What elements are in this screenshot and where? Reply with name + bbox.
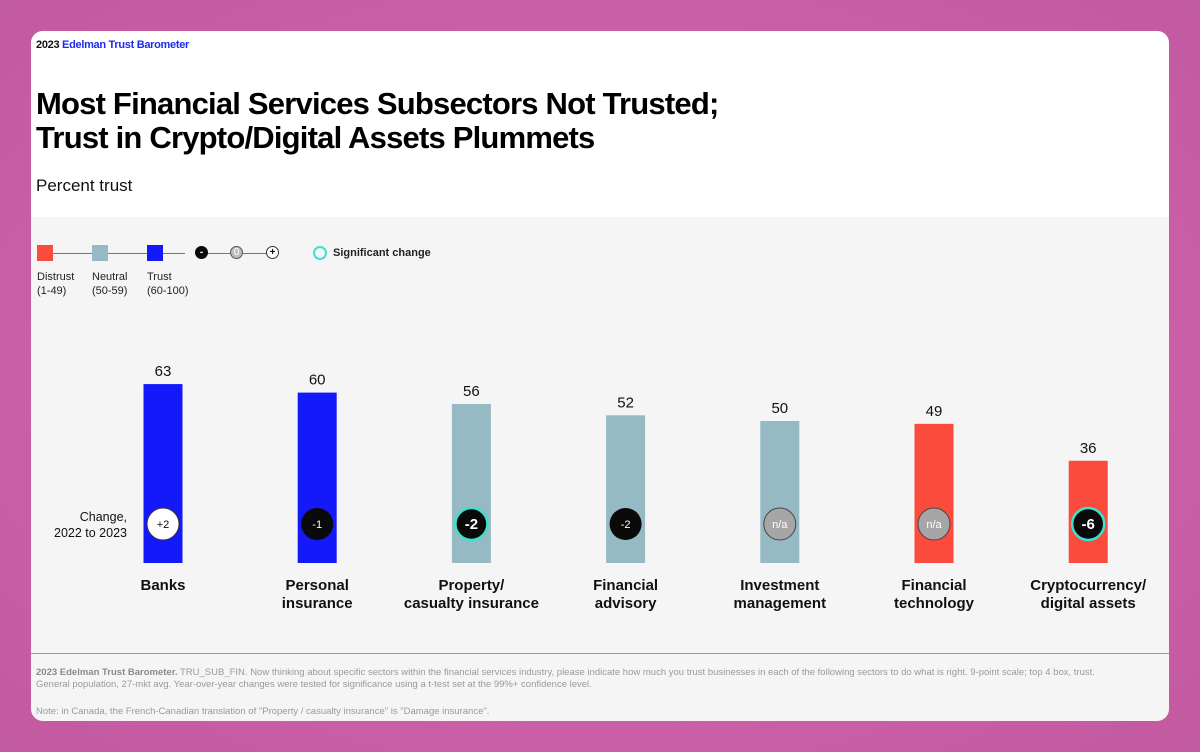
legend-label-distrust: Distrust (1-49): [37, 270, 74, 298]
bar-value-label: 52: [617, 394, 634, 411]
legend-distrust-range: (1-49): [37, 285, 67, 297]
legend-label-neutral: Neutral (50-59): [92, 270, 127, 298]
page-title: Most Financial Services Subsectors Not T…: [36, 87, 719, 155]
legend-swatch-trust: [147, 245, 163, 261]
change-badge: [763, 507, 797, 541]
legend-minus-icon: -: [195, 246, 208, 259]
footer-source-bold: 2023 Edelman Trust Barometer.: [36, 667, 178, 678]
footer-source-text: TRU_SUB_FIN. Now thinking about specific…: [36, 667, 1095, 690]
category-label: insurance: [282, 595, 353, 612]
category-label: Banks: [140, 577, 185, 594]
legend-significant-label: Significant change: [333, 247, 431, 259]
change-badge: [1070, 506, 1106, 542]
bar-value-label: 50: [771, 400, 788, 417]
title-line-2: Trust in Crypto/Digital Assets Plummets: [36, 120, 595, 155]
bar-value-label: 49: [926, 403, 943, 420]
change-value-label: -6: [1082, 516, 1095, 533]
change-badge: [917, 507, 951, 541]
header-panel: [31, 31, 1169, 217]
bar: [914, 423, 954, 563]
legend-neutral-text: Neutral: [92, 271, 128, 283]
category-label: Investment: [740, 577, 819, 594]
change-label-line-1: Change,: [80, 510, 127, 524]
bar: [760, 421, 800, 563]
legend-trust-range: (60-100): [147, 285, 189, 297]
bar-value-label: 60: [309, 372, 326, 389]
change-value-label: -1: [312, 519, 322, 531]
change-value-label: n/a: [926, 519, 942, 531]
change-badge: [301, 508, 334, 540]
category-label: Financial: [901, 577, 966, 594]
legend-zero-icon: 0: [230, 246, 243, 259]
page-subtitle: Percent trust: [36, 176, 133, 195]
legend-scale-line: [45, 253, 185, 254]
slide: 2023 Edelman Trust Barometer Most Financ…: [31, 31, 1169, 721]
change-badge: [146, 507, 180, 541]
category-label: technology: [894, 595, 975, 612]
bar-value-label: 56: [463, 383, 480, 400]
category-label: Personal: [286, 577, 349, 594]
change-badge: [609, 508, 642, 540]
legend-neutral-range: (50-59): [92, 285, 128, 297]
change-label-line-2: 2022 to 2023: [54, 526, 127, 540]
category-label: Financial: [593, 577, 658, 594]
significant-change-icon: [313, 246, 327, 260]
legend-swatch-distrust: [37, 245, 53, 261]
footer-note: Note: in Canada, the French-Canadian tra…: [36, 706, 490, 717]
category-label: casualty insurance: [404, 595, 539, 612]
bar: [606, 415, 646, 563]
category-label: advisory: [595, 595, 657, 612]
footer-source: 2023 Edelman Trust Barometer. TRU_SUB_FI…: [36, 667, 1116, 691]
bar-value-label: 36: [1080, 440, 1097, 457]
legend-swatch-neutral: [92, 245, 108, 261]
change-badge: [454, 506, 489, 542]
category-label: management: [734, 595, 827, 612]
brand-name: Edelman Trust Barometer: [62, 39, 190, 51]
bar-value-label: 63: [155, 363, 172, 380]
title-line-1: Most Financial Services Subsectors Not T…: [36, 86, 719, 121]
legend-plus-icon: +: [266, 246, 279, 259]
category-label: digital assets: [1041, 595, 1136, 612]
brand-label: 2023 Edelman Trust Barometer: [36, 39, 189, 51]
category-label: Property/: [438, 577, 505, 594]
change-value-label: +2: [157, 519, 170, 531]
brand-year: 2023: [36, 39, 60, 51]
footer-divider: [31, 653, 1169, 654]
change-value-label: n/a: [772, 519, 788, 531]
legend-trust-text: Trust: [147, 271, 172, 283]
change-value-label: -2: [621, 519, 631, 531]
category-label: Cryptocurrency/: [1030, 577, 1147, 594]
legend: Distrust (1-49) Neutral (50-59) Trust (6…: [31, 243, 531, 313]
legend-label-trust: Trust (60-100): [147, 270, 189, 298]
legend-distrust-text: Distrust: [37, 271, 75, 283]
change-value-label: -2: [465, 516, 478, 533]
